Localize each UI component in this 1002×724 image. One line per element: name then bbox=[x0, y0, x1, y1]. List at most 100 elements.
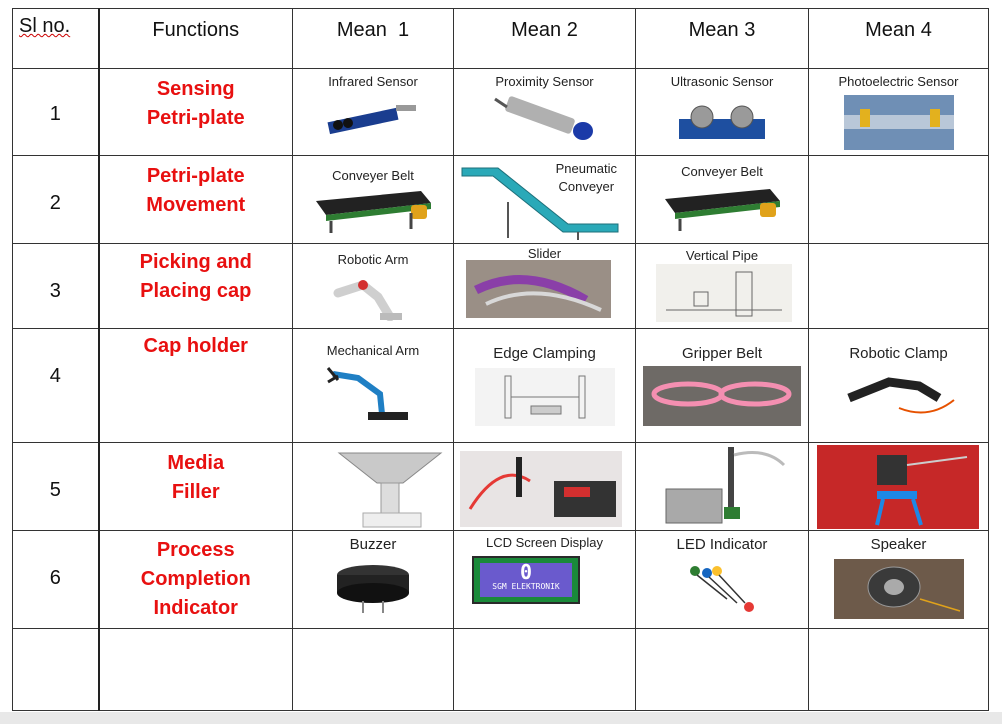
mean-caption: LED Indicator bbox=[676, 536, 768, 553]
mean-cell: Edge Clamping bbox=[453, 328, 636, 443]
mechanical-arm-image bbox=[326, 367, 408, 420]
mean-caption: Mechanical Arm bbox=[326, 343, 420, 358]
conveyor-belt-image bbox=[664, 189, 780, 231]
mean-cell bbox=[453, 628, 636, 711]
table-row: 2 Petri-plate Movement Conveyer Belt Pne… bbox=[12, 155, 989, 244]
caption-line: Pneumatic bbox=[555, 161, 617, 176]
sl-cell bbox=[12, 628, 100, 711]
function-means-table: Sl no. Functions Mean 1 Mean 2 Mean 3 Me… bbox=[12, 8, 989, 711]
mean-cell: Slider bbox=[453, 243, 636, 329]
mean-caption bbox=[809, 156, 988, 161]
lcd-digit: 0 bbox=[519, 560, 533, 584]
gripper-belt-image bbox=[643, 366, 801, 426]
function-line: Indicator bbox=[153, 597, 238, 619]
mean-cell: Pneumatic Conveyer bbox=[453, 155, 636, 244]
mean-caption: Gripper Belt bbox=[681, 345, 763, 362]
function-cell: Process Completion Indicator bbox=[98, 530, 293, 629]
mean-caption: Pneumatic Conveyer bbox=[556, 160, 617, 196]
mean-cell: Conveyer Belt bbox=[635, 155, 809, 244]
function-cell: Media Filler bbox=[98, 442, 293, 531]
mean-caption bbox=[809, 244, 988, 249]
mean-caption: Ultrasonic Sensor bbox=[670, 74, 774, 89]
mean-caption: Robotic Arm bbox=[337, 252, 409, 267]
mean-cell bbox=[808, 155, 989, 244]
function-line: Filler bbox=[171, 481, 220, 503]
slider-image bbox=[466, 260, 611, 318]
mean-cell bbox=[808, 243, 989, 329]
function-line: Process bbox=[156, 539, 235, 561]
led-indicator-image bbox=[690, 566, 754, 612]
mean-cell: Vertical Pipe bbox=[635, 243, 809, 329]
mean-cell bbox=[635, 628, 809, 711]
empty-row bbox=[12, 628, 989, 711]
header-mean-1: Mean 1 bbox=[336, 19, 410, 41]
mean-caption: Proximity Sensor bbox=[495, 74, 594, 89]
sl-cell: 2 bbox=[12, 155, 100, 244]
function-line: Media bbox=[167, 452, 225, 474]
media-filler-machine-image bbox=[665, 447, 786, 524]
mean-caption: Speaker bbox=[870, 536, 927, 553]
edge-clamping-image bbox=[474, 368, 615, 426]
lcd-screen: 0 SGM ELEKTRONIK bbox=[480, 560, 572, 597]
mean-caption: Photoelectric Sensor bbox=[838, 74, 959, 89]
conveyor-belt-image bbox=[315, 191, 431, 233]
mean-cell: Gripper Belt bbox=[635, 328, 809, 443]
sl-number: 5 bbox=[49, 479, 61, 501]
mean-caption: Conveyer Belt bbox=[681, 164, 763, 179]
function-name: Media Filler bbox=[100, 443, 293, 507]
table-row: 5 Media Filler bbox=[12, 442, 989, 531]
header-mean2-cell: Mean 2 bbox=[453, 8, 636, 69]
function-line: Completion bbox=[140, 568, 251, 590]
speaker-image bbox=[833, 559, 964, 619]
mean-cell bbox=[635, 442, 809, 531]
proximity-sensor-image bbox=[493, 96, 593, 140]
table-row: 6 Process Completion Indicator Buzzer LC… bbox=[12, 530, 989, 629]
sl-number: 2 bbox=[49, 192, 61, 214]
ultrasonic-sensor-image bbox=[679, 105, 765, 139]
function-cell: Picking and Placing cap bbox=[98, 243, 293, 329]
function-cell bbox=[98, 628, 293, 711]
table-row: 3 Picking and Placing cap Robotic Arm Sl… bbox=[12, 243, 989, 329]
sl-number: 4 bbox=[49, 365, 61, 387]
function-line: Petri-plate bbox=[146, 165, 245, 187]
mean-cell: Robotic Clamp bbox=[808, 328, 989, 443]
sl-cell: 3 bbox=[12, 243, 100, 329]
mean-cell: Photoelectric Sensor bbox=[808, 68, 989, 156]
mean-cell: Mechanical Arm bbox=[292, 328, 454, 443]
header-row: Sl no. Functions Mean 1 Mean 2 Mean 3 Me… bbox=[12, 8, 989, 69]
vertical-pipe-image bbox=[656, 264, 792, 322]
header-mean3-cell: Mean 3 bbox=[635, 8, 809, 69]
header-functions: Functions bbox=[152, 19, 240, 41]
media-filler-stand-image bbox=[817, 445, 979, 529]
caption-line: Conveyer bbox=[558, 179, 615, 194]
function-cell: Petri-plate Movement bbox=[98, 155, 293, 244]
sl-number: 6 bbox=[49, 567, 61, 589]
sl-cell: 6 bbox=[12, 530, 100, 629]
mean-caption: Robotic Clamp bbox=[849, 345, 948, 362]
header-sl-no: Sl no. bbox=[19, 15, 71, 37]
table-row: 4 Cap holder Mechanical Arm Edge Clampin… bbox=[12, 328, 989, 443]
mean-caption: Conveyer Belt bbox=[332, 168, 414, 183]
header-mean-4: Mean 4 bbox=[865, 19, 932, 41]
robotic-clamp-image bbox=[846, 377, 955, 414]
mean-cell bbox=[808, 442, 989, 531]
mean-caption: Infrared Sensor bbox=[328, 74, 418, 89]
header-functions-cell: Functions bbox=[98, 8, 293, 69]
sl-number: 1 bbox=[49, 103, 61, 125]
mean-cell: Proximity Sensor bbox=[453, 68, 636, 156]
mean-cell: Ultrasonic Sensor bbox=[635, 68, 809, 156]
sl-number: 3 bbox=[49, 280, 61, 302]
mean-caption: LCD Screen Display bbox=[485, 535, 604, 550]
function-line: Sensing bbox=[156, 78, 235, 100]
header-sl-cell: Sl no. bbox=[12, 8, 100, 69]
function-name: Process Completion Indicator bbox=[100, 531, 293, 623]
header-mean1-cell: Mean 1 bbox=[292, 8, 454, 69]
sl-cell: 5 bbox=[12, 442, 100, 531]
mean-cell: LCD Screen Display 0 SGM ELEKTRONIK bbox=[453, 530, 636, 629]
robotic-arm-image bbox=[333, 279, 402, 321]
function-name: Picking and Placing cap bbox=[100, 244, 293, 306]
function-line: Movement bbox=[146, 194, 246, 216]
sl-cell: 1 bbox=[12, 68, 100, 156]
mean-cell: Infrared Sensor bbox=[292, 68, 454, 156]
lcd-brand: SGM ELEKTRONIK bbox=[492, 582, 560, 591]
